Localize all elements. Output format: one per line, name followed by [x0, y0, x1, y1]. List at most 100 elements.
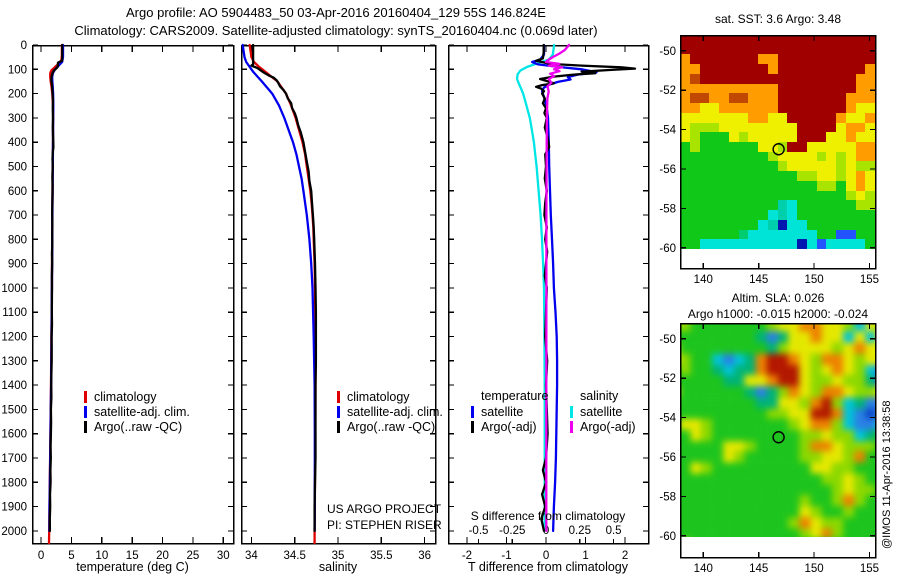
heatmap-cell — [821, 484, 833, 496]
tick-label: 150 — [804, 563, 823, 575]
heatmap-cell — [806, 132, 817, 142]
heatmap-cell — [787, 103, 797, 113]
heatmap-cell — [748, 239, 758, 249]
heatmap-cell — [728, 83, 739, 94]
heatmap-cell — [821, 397, 833, 409]
heatmap-cell — [738, 190, 749, 201]
heatmap-cell — [797, 132, 807, 142]
heatmap-cell — [766, 386, 778, 398]
heatmap-cell — [853, 528, 865, 537]
heatmap-cell — [777, 397, 789, 409]
heatmap-cell — [810, 375, 822, 387]
heatmap-cell — [777, 151, 788, 162]
heatmap-cell — [738, 219, 749, 230]
heatmap-cell — [777, 171, 788, 181]
heatmap-cell — [855, 151, 866, 162]
heatmap-cell — [738, 151, 749, 162]
heatmap-cell — [864, 353, 875, 365]
heatmap-cell — [733, 451, 745, 463]
heatmap-cell — [680, 210, 690, 220]
heatmap-cell — [699, 122, 710, 133]
heatmap-cell — [788, 440, 800, 452]
heatmap-cell — [777, 142, 788, 152]
heatmap-cell — [699, 200, 710, 211]
heatmap-cell — [722, 397, 734, 409]
heatmap-cell — [767, 161, 778, 172]
heatmap-cell — [777, 342, 789, 354]
heatmap-cell — [709, 200, 719, 211]
heatmap-cell — [797, 190, 807, 201]
heatmap-cell — [821, 408, 833, 420]
sst-heatmap — [680, 35, 875, 249]
heatmap-cell — [836, 122, 846, 133]
heatmap-cell — [680, 112, 690, 123]
heatmap-cell — [680, 219, 690, 230]
heatmap-cell — [767, 83, 778, 94]
heatmap-cell — [797, 239, 807, 249]
heatmap-cell — [738, 171, 749, 181]
heatmap-cell — [680, 180, 690, 191]
heatmap-cell — [836, 93, 846, 104]
heatmap-cell — [767, 200, 778, 211]
heatmap-cell — [709, 219, 719, 230]
heatmap-cell — [787, 73, 797, 84]
heatmap-cell — [680, 151, 690, 162]
heatmap-cell — [843, 419, 854, 430]
heatmap-cell — [767, 132, 778, 142]
heatmap-cell — [806, 35, 817, 45]
tick-label: 155 — [860, 274, 879, 286]
heatmap-cell — [777, 73, 788, 84]
heatmap-cell — [689, 161, 700, 172]
heatmap-cell — [733, 528, 745, 537]
satellite-adj-swatch — [337, 405, 340, 418]
heatmap-cell — [719, 112, 729, 123]
heatmap-cell — [744, 386, 756, 398]
tick-label: 1400 — [1, 380, 27, 392]
heatmap-cell — [680, 161, 690, 172]
heatmap-cell — [738, 73, 749, 84]
heatmap-cell — [755, 342, 767, 354]
heatmap-cell — [699, 180, 710, 191]
heatmap-cell — [843, 353, 854, 365]
heatmap-cell — [719, 64, 729, 74]
heatmap-cell — [855, 112, 866, 123]
heatmap-cell — [680, 451, 691, 463]
heatmap-cell — [701, 375, 712, 387]
heatmap-cell — [864, 397, 875, 409]
heatmap-cell — [767, 44, 778, 55]
heatmap-cell — [788, 331, 800, 343]
heatmap-cell — [843, 462, 854, 474]
t-diff-legend-salinity: salinity satellite Argo(-adj) — [570, 389, 636, 434]
heatmap-cell — [744, 342, 756, 354]
heatmap-cell — [788, 419, 800, 430]
heatmap-cell — [690, 375, 702, 387]
heatmap-cell — [836, 219, 846, 230]
figure-title: Argo profile: AO 5904483_50 03-Apr-2016 … — [0, 4, 672, 40]
heatmap-cell — [855, 73, 866, 84]
heatmap-cell — [728, 190, 739, 201]
heatmap-cell — [680, 419, 691, 430]
heatmap-cell — [699, 73, 710, 84]
heatmap-cell — [788, 473, 800, 485]
heatmap-cell — [826, 103, 836, 113]
heatmap-cell — [680, 229, 690, 240]
heatmap-cell — [816, 151, 827, 162]
heatmap-cell — [719, 219, 729, 230]
heatmap-cell — [680, 239, 690, 249]
heatmap-cell — [709, 171, 719, 181]
difference-profile: -2 -1 0 1 2-0.5 -0.25 0 0.25 0.5 — [447, 43, 650, 562]
sla-heatmap — [680, 323, 875, 537]
heatmap-cell — [733, 484, 745, 496]
heatmap-cell — [711, 375, 723, 387]
heatmap-cell — [744, 528, 756, 537]
heatmap-cell — [689, 44, 700, 55]
heatmap-cell — [806, 200, 817, 211]
heatmap-cell — [816, 190, 827, 201]
heatmap-cell — [787, 219, 797, 230]
heatmap-cell — [744, 517, 756, 529]
heatmap-cell — [777, 103, 788, 113]
heatmap-cell — [788, 528, 800, 537]
heatmap-cell — [690, 364, 702, 376]
heatmap-cell — [767, 219, 778, 230]
heatmap-cell — [799, 342, 811, 354]
